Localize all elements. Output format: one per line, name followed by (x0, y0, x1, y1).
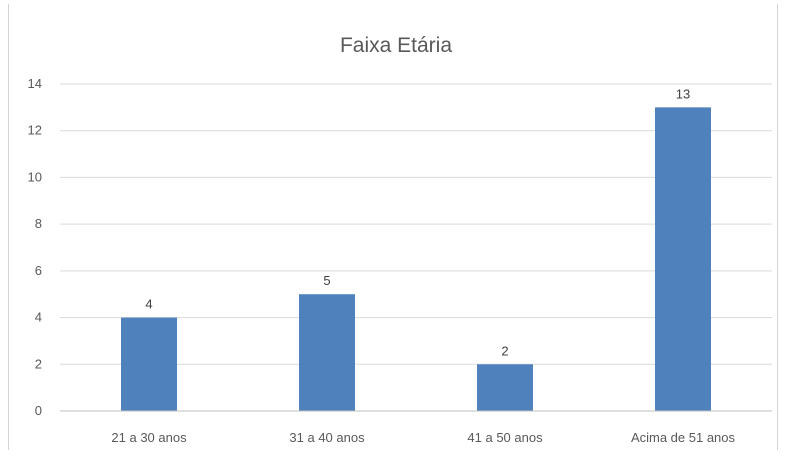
bar (121, 317, 177, 411)
bars (121, 107, 711, 411)
bar (299, 294, 355, 411)
data-label: 13 (676, 86, 690, 101)
x-category-label: 41 a 50 anos (467, 430, 543, 445)
y-tick-label: 2 (35, 356, 42, 371)
gridlines (60, 83, 772, 365)
y-tick-label: 10 (28, 169, 42, 184)
y-tick-label: 4 (35, 310, 42, 325)
data-label: 4 (145, 297, 152, 312)
data-label: 5 (323, 273, 330, 288)
data-labels: 4 5 2 13 (145, 86, 690, 358)
y-tick-label: 0 (35, 403, 42, 418)
y-tick-label: 12 (28, 123, 42, 138)
y-tick-label: 14 (28, 76, 42, 91)
chart-title: Faixa Etária (340, 34, 452, 57)
y-axis-ticks: 0 2 4 6 8 10 12 14 (28, 76, 42, 418)
x-category-label: Acima de 51 anos (631, 430, 736, 445)
bar (655, 107, 711, 411)
x-axis-categories: 21 a 30 anos 31 a 40 anos 41 a 50 anos Acim… (111, 430, 735, 445)
x-category-label: 31 a 40 anos (289, 430, 365, 445)
y-tick-label: 6 (35, 263, 42, 278)
y-tick-label: 8 (35, 216, 42, 231)
x-category-label: 21 a 30 anos (111, 430, 187, 445)
bar (477, 364, 533, 411)
data-label: 2 (501, 343, 508, 358)
